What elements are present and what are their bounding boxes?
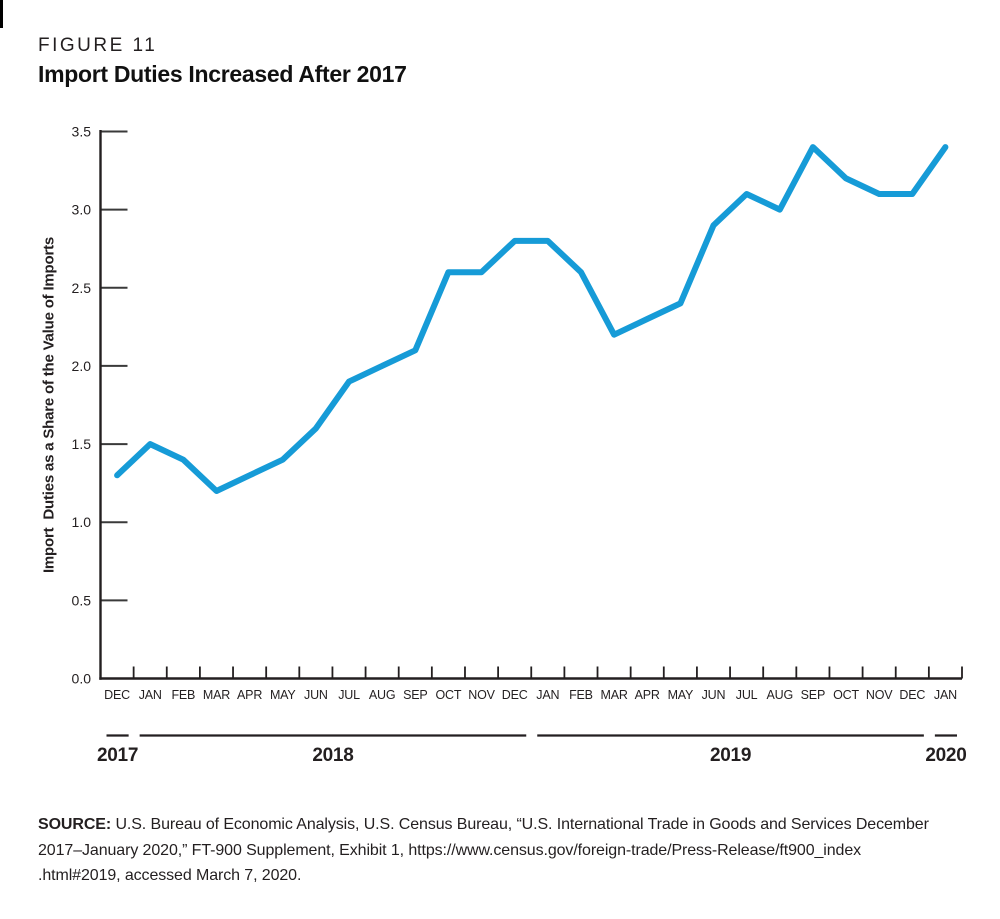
month-label: SEP [801, 688, 825, 702]
month-label: JAN [536, 688, 559, 702]
year-label: 2017 [97, 745, 138, 766]
month-label: OCT [833, 688, 859, 702]
month-label: APR [635, 688, 660, 702]
month-label: MAR [600, 688, 627, 702]
y-tick-label: 3.0 [72, 202, 92, 218]
month-label: FEB [569, 688, 593, 702]
month-label: NOV [468, 688, 495, 702]
year-label: 2018 [312, 745, 353, 766]
y-tick-label: 2.5 [72, 280, 92, 296]
month-label: JAN [934, 688, 957, 702]
data-series-line [114, 144, 949, 494]
year-label: 2020 [925, 745, 966, 766]
source-line-1: SOURCE: U.S. Bureau of Economic Analysis… [38, 816, 929, 833]
month-label: FEB [171, 688, 195, 702]
figure-number: FIGURE 11 [38, 35, 158, 56]
month-label: MAY [668, 688, 694, 702]
month-label: APR [237, 688, 262, 702]
y-tick-label: 3.5 [72, 124, 92, 140]
month-label: JUN [304, 688, 328, 702]
month-label: DEC [104, 688, 130, 702]
source-text-1: U.S. Bureau of Economic Analysis, U.S. C… [111, 816, 929, 833]
source-note: SOURCE: U.S. Bureau of Economic Analysis… [38, 812, 988, 889]
import-duties-line-chart: 0.0 0.5 1.0 1.5 2.0 2.5 3.0 3.5 DEC JAN FEB MAR APR M… [72, 124, 967, 767]
y-tick-label: 0.5 [72, 592, 92, 608]
month-label: DEC [502, 688, 528, 702]
month-label: NOV [866, 688, 893, 702]
month-label: SEP [403, 688, 427, 702]
y-tick-label: 1.5 [72, 436, 92, 452]
month-label: JAN [139, 688, 162, 702]
month-label: JUN [702, 688, 726, 702]
y-tick-label: 1.0 [72, 514, 92, 530]
month-label: AUG [767, 688, 794, 702]
year-label: 2019 [710, 745, 751, 766]
y-tick-label: 0.0 [72, 671, 92, 687]
source-line-2: 2017–January 2020,” FT-900 Supplement, E… [38, 841, 862, 859]
month-label: DEC [899, 688, 925, 702]
month-label: MAR [203, 688, 230, 702]
month-label: MAY [270, 688, 296, 702]
y-tick-label: 2.0 [72, 358, 92, 374]
figure-title: Import Duties Increased After 2017 [38, 61, 407, 87]
source-line-3: .html#2019, accessed March 7, 2020. [38, 867, 302, 884]
month-label: AUG [369, 688, 396, 702]
month-label: OCT [436, 688, 462, 702]
month-label: JUL [338, 688, 360, 702]
edge-artifact [0, 0, 3, 28]
source-label: SOURCE: [38, 816, 112, 833]
month-label: JUL [736, 688, 758, 702]
